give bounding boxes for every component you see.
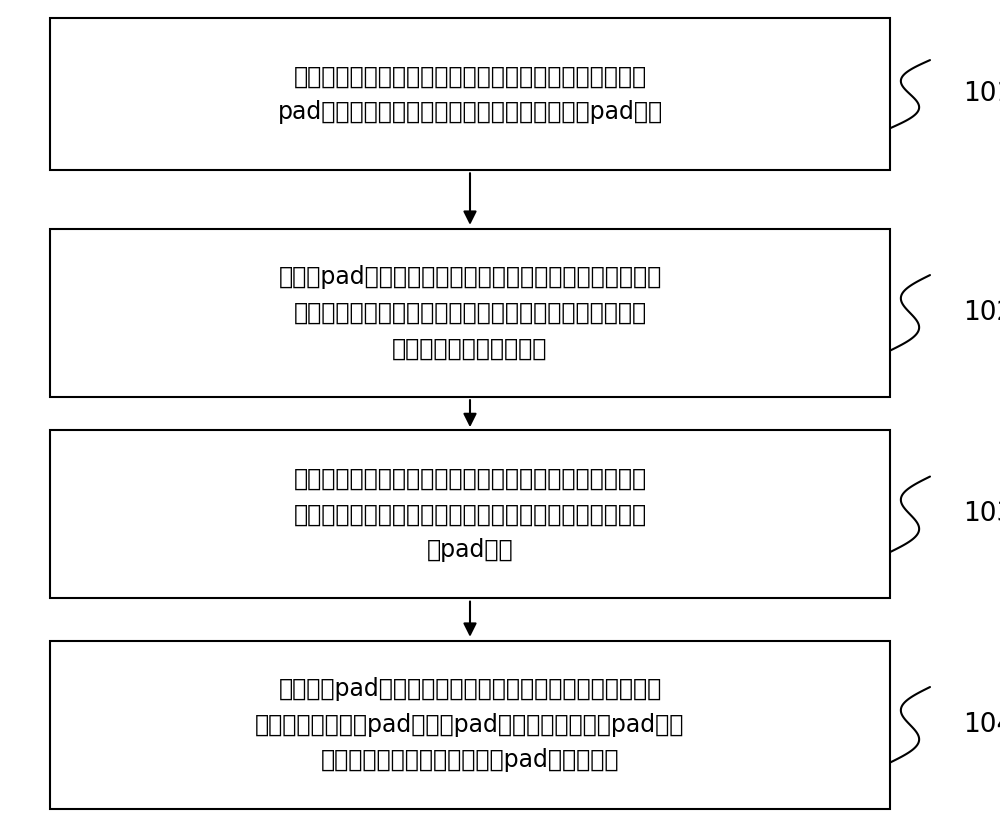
Bar — [50, 431, 890, 598]
Text: 102: 102 — [963, 300, 1000, 326]
Text: 提取修复pad图像的边缘轮廓，基于边缘轮廓和轮廓形成的
包围面积确定修复pad图像的pad边框，并基于晶圆pad图像
进行边缘比对分析，确定存疑pad的污损情况: 提取修复pad图像的边缘轮廓，基于边缘轮廓和轮廓形成的 包围面积确定修复pad图… — [255, 677, 685, 772]
Bar — [50, 229, 890, 397]
Text: 103: 103 — [963, 501, 1000, 527]
Text: 104: 104 — [963, 712, 1000, 738]
Text: 对原始边缘图像进行连通性分析和过滤，并根据原始边缘
图像对过滤后边缘图像中的断点进行填充和修复，获得修
复pad图像: 对原始边缘图像进行连通性分析和过滤，并根据原始边缘 图像对过滤后边缘图像中的断点… — [293, 467, 647, 562]
Text: 对数据库中的采集图像进行目标检测识别，提取生成晶圆
pad图像，并通过分类筛选确定无法归类的存疑pad图像: 对数据库中的采集图像进行目标检测识别，提取生成晶圆 pad图像，并通过分类筛选确… — [277, 65, 663, 124]
Bar — [50, 640, 890, 809]
Bar — [50, 18, 890, 170]
Text: 对存疑pad图像进行灰度处理和侵蚀操作，将设置的结构元
素的中心像素保留成为图像的前景像素，并提取图像边缘
数据，获得原始边缘图像: 对存疑pad图像进行灰度处理和侵蚀操作，将设置的结构元 素的中心像素保留成为图像… — [278, 265, 662, 360]
Text: 101: 101 — [963, 81, 1000, 107]
